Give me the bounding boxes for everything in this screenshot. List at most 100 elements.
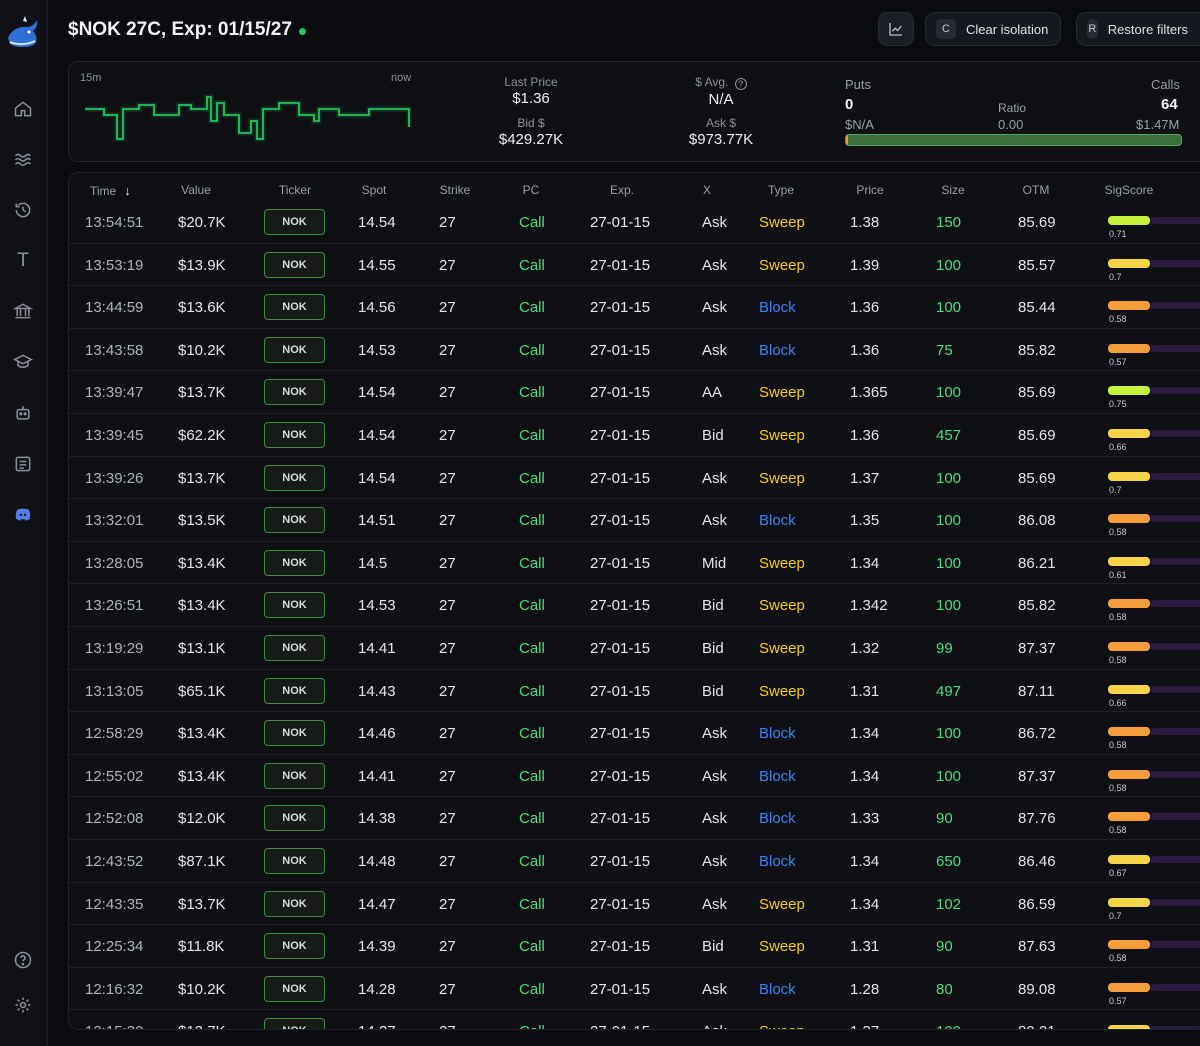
price-sparkline (85, 94, 412, 142)
table-row[interactable]: 13:32:01 $13.5K 14.51 27 Call 27-01-15 Ask Bloc… (69, 499, 1200, 542)
ticker-badge[interactable]: NOK (264, 720, 325, 747)
ticker-badge[interactable]: NOK (264, 1018, 325, 1029)
text-t-icon[interactable]: T (17, 250, 29, 271)
chart-toggle-button[interactable] (878, 12, 914, 46)
sigscore-bar (1108, 854, 1150, 864)
table-row[interactable]: 13:19:29 $13.1K 14.41 27 Call 27-01-15 Bid Swee… (69, 627, 1200, 670)
column-header-type[interactable]: Type (768, 183, 794, 197)
table-row[interactable]: 12:43:35 $13.7K 14.47 27 Call 27-01-15 Ask Swee… (69, 883, 1200, 926)
robot-icon[interactable] (12, 402, 34, 424)
live-status-dot (298, 27, 306, 35)
bank-icon[interactable] (12, 300, 34, 322)
cell-strike: 27 (439, 384, 456, 402)
discord-icon[interactable] (12, 503, 34, 525)
column-header-spot[interactable]: Spot (362, 183, 387, 197)
graduation-cap-icon[interactable] (12, 351, 34, 373)
shortcut-key-c: C (936, 19, 956, 39)
help-icon[interactable] (12, 949, 34, 971)
table-row[interactable]: 13:53:19 $13.9K 14.55 27 Call 27-01-15 Ask Swee… (69, 244, 1200, 287)
column-header-pc[interactable]: PC (523, 183, 540, 197)
table-row[interactable]: 12:43:52 $87.1K 14.48 27 Call 27-01-15 Ask Bloc… (69, 840, 1200, 883)
column-header-ticker[interactable]: Ticker (279, 183, 311, 197)
column-header-strike[interactable]: Strike (440, 183, 471, 197)
ticker-badge[interactable]: NOK (264, 592, 325, 619)
table-row[interactable]: 12:16:32 $10.2K 14.28 27 Call 27-01-15 Ask Bloc… (69, 968, 1200, 1011)
cell-spot: 14.48 (358, 852, 396, 870)
table-row[interactable]: 12:25:34 $11.8K 14.39 27 Call 27-01-15 Bid Swee… (69, 925, 1200, 968)
column-header-otm[interactable]: OTM (1023, 183, 1050, 197)
cell-pc: Call (519, 895, 545, 913)
column-header-x[interactable]: X (703, 183, 711, 197)
ticker-badge[interactable]: NOK (264, 421, 325, 448)
table-row[interactable]: 13:43:58 $10.2K 14.53 27 Call 27-01-15 Ask Bloc… (69, 329, 1200, 372)
settings-icon[interactable] (12, 994, 34, 1016)
column-header-label: Exp. (609, 183, 635, 197)
ticker-badge[interactable]: NOK (264, 549, 325, 576)
sigscore-value: 0.58 (1109, 953, 1127, 964)
table-row[interactable]: 13:28:05 $13.4K 14.5 27 Call 27-01-15 Mid Sweep… (69, 542, 1200, 585)
ticker-badge[interactable]: NOK (264, 464, 325, 491)
home-icon[interactable] (12, 98, 34, 120)
ticker-badge[interactable]: NOK (264, 677, 325, 704)
sigscore-track (1150, 344, 1200, 352)
clear-isolation-button[interactable]: C Clear isolation (925, 12, 1062, 46)
table-row[interactable]: 13:39:45 $62.2K 14.54 27 Call 27-01-15 Bid Swee… (69, 414, 1200, 457)
column-header-price[interactable]: Price (856, 183, 883, 197)
cell-price: 1.342 (850, 597, 888, 615)
cell-value: $62.2K (178, 426, 226, 444)
sigscore-bar (1108, 471, 1150, 481)
cell-side: Bid (702, 426, 724, 444)
ticker-badge[interactable]: NOK (264, 847, 325, 874)
cell-value: $13.4K (178, 725, 226, 743)
ticker-badge[interactable]: NOK (264, 805, 325, 832)
cell-otm: 86.72 (1018, 725, 1056, 743)
waves-icon[interactable] (12, 148, 34, 170)
info-icon[interactable]: ? (734, 78, 747, 90)
column-header-time[interactable]: Time ↓ (90, 183, 131, 198)
cell-pc: Call (519, 725, 545, 743)
cell-exp: 27-01-15 (590, 384, 651, 402)
restore-filters-button[interactable]: R Restore filters (1076, 12, 1200, 46)
table-row[interactable]: 13:13:05 $65.1K 14.43 27 Call 27-01-15 Bid Swee… (69, 670, 1200, 713)
sigscore-value: 0.66 (1109, 441, 1127, 452)
ticker-badge[interactable]: NOK (264, 975, 325, 1002)
cell-otm: 87.76 (1018, 810, 1056, 828)
table-row[interactable]: 13:44:59 $13.6K 14.56 27 Call 27-01-15 Ask Bloc… (69, 286, 1200, 329)
table-row[interactable]: 13:26:51 $13.4K 14.53 27 Call 27-01-15 Bid Swee… (69, 584, 1200, 627)
cell-pc: Call (519, 554, 545, 572)
ticker-badge[interactable]: NOK (264, 294, 325, 321)
cell-type: Block (759, 767, 796, 785)
table-row[interactable]: 13:54:51 $20.7K 14.54 27 Call 27-01-15 Ask Swee… (69, 201, 1200, 244)
sigscore-track (1150, 429, 1200, 437)
news-icon[interactable] (12, 453, 34, 475)
ticker-badge[interactable]: NOK (264, 379, 325, 406)
table-row[interactable]: 12:52:08 $12.0K 14.38 27 Call 27-01-15 Ask Bloc… (69, 797, 1200, 840)
column-header-sigscore[interactable]: SigScore (1105, 183, 1154, 197)
history-icon[interactable] (12, 199, 34, 221)
ticker-badge[interactable]: NOK (264, 507, 325, 534)
cell-side: Ask (702, 512, 728, 530)
cell-size: 100 (936, 725, 962, 743)
cell-exp: 27-01-15 (590, 810, 651, 828)
logo-whale-icon[interactable] (5, 12, 41, 52)
table-row[interactable]: 12:15:30 $13.7K 14.27 27 Call 27-01-15 Ask Swee… (69, 1010, 1200, 1029)
column-header-size[interactable]: Size (941, 183, 964, 197)
column-header-value[interactable]: Value (181, 183, 211, 197)
cell-side: Ask (702, 767, 728, 785)
table-row[interactable]: 12:55:02 $13.4K 14.41 27 Call 27-01-15 Ask Bloc… (69, 755, 1200, 798)
table-row[interactable]: 13:39:47 $13.7K 14.54 27 Call 27-01-15 AA Sweep… (69, 371, 1200, 414)
sort-descending-icon[interactable]: ↓ (124, 183, 131, 198)
table-row[interactable]: 12:58:29 $13.4K 14.46 27 Call 27-01-15 Ask Bloc… (69, 712, 1200, 755)
ticker-badge[interactable]: NOK (264, 251, 325, 278)
cell-otm: 85.69 (1018, 469, 1056, 487)
cell-size: 100 (936, 384, 962, 402)
ticker-badge[interactable]: NOK (264, 890, 325, 917)
cell-pc: Call (519, 639, 545, 657)
ticker-badge[interactable]: NOK (264, 762, 325, 789)
table-row[interactable]: 13:39:26 $13.7K 14.54 27 Call 27-01-15 Ask Swee… (69, 457, 1200, 500)
column-header-exp[interactable]: Exp. (610, 183, 634, 197)
ticker-badge[interactable]: NOK (264, 336, 325, 363)
ticker-badge[interactable]: NOK (264, 634, 325, 661)
ticker-badge[interactable]: NOK (264, 209, 325, 235)
ticker-badge[interactable]: NOK (264, 933, 325, 960)
